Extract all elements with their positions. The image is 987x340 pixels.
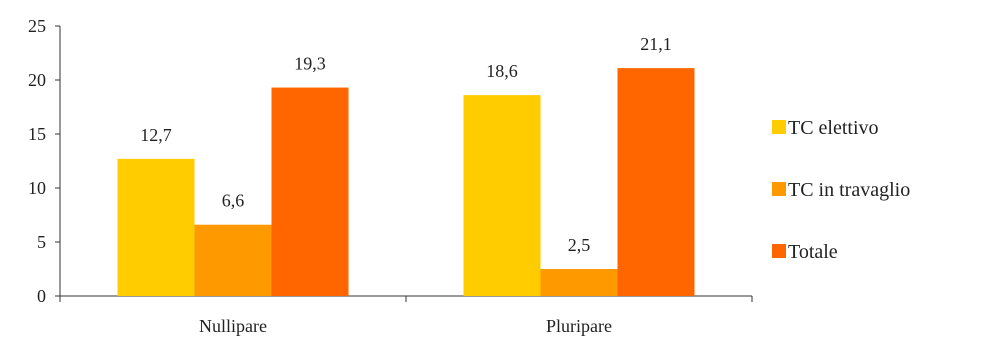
data-label: 12,7 bbox=[140, 125, 172, 145]
y-tick-label: 0 bbox=[37, 286, 46, 306]
bar bbox=[194, 224, 272, 296]
x-category-label: Nullipare bbox=[199, 316, 267, 336]
legend-label: TC elettivo bbox=[788, 117, 879, 139]
data-label: 21,1 bbox=[640, 34, 672, 54]
data-label: 18,6 bbox=[486, 61, 518, 81]
legend-label: TC in travaglio bbox=[788, 179, 910, 201]
y-tick-label: 15 bbox=[28, 124, 46, 144]
data-label: 19,3 bbox=[294, 54, 326, 74]
data-label: 6,6 bbox=[222, 191, 245, 211]
bars bbox=[117, 68, 695, 297]
bar bbox=[117, 158, 195, 296]
bar bbox=[463, 95, 541, 297]
y-tick-label: 10 bbox=[28, 178, 46, 198]
y-tick-label: 25 bbox=[28, 16, 46, 36]
legend-swatch bbox=[772, 182, 786, 196]
y-tick-label: 5 bbox=[37, 232, 46, 252]
data-labels: 12,7 6,6 19,3 18,6 2,5 21,1 bbox=[140, 34, 672, 255]
data-label: 2,5 bbox=[568, 235, 591, 255]
legend-swatch bbox=[772, 244, 786, 258]
bar bbox=[540, 269, 618, 296]
y-tick-label: 20 bbox=[28, 70, 46, 90]
bar bbox=[617, 68, 695, 297]
legend-swatch bbox=[772, 120, 786, 134]
legend-label: Totale bbox=[788, 241, 838, 263]
bar bbox=[271, 87, 349, 296]
legend: TC elettivo TC in travaglio Totale bbox=[772, 117, 910, 263]
x-category-label: Pluripare bbox=[546, 316, 612, 336]
